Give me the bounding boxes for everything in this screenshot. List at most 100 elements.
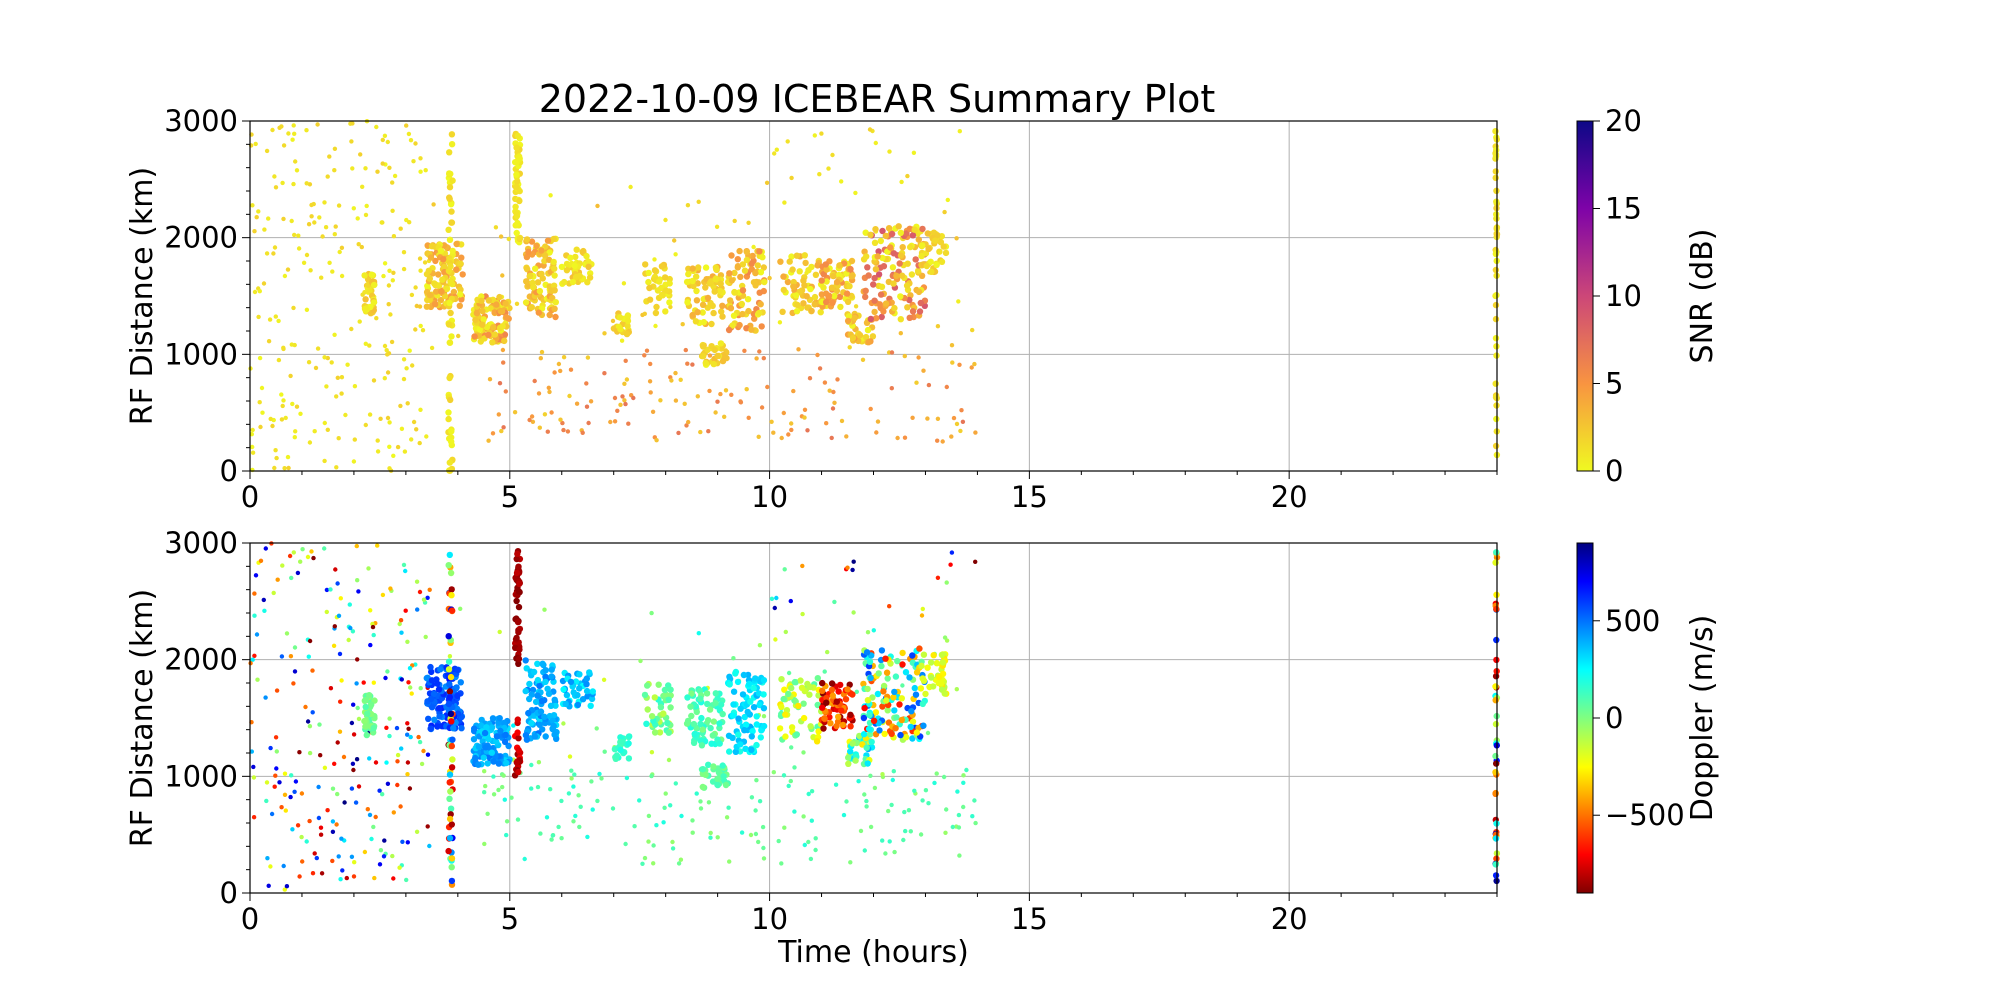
data-point xyxy=(315,122,320,127)
data-point xyxy=(570,689,577,696)
data-point xyxy=(446,374,453,382)
data-point xyxy=(823,298,830,306)
data-point xyxy=(307,638,313,644)
data-point xyxy=(684,694,691,701)
data-point xyxy=(748,260,755,267)
data-point xyxy=(526,680,533,688)
data-point xyxy=(615,408,620,413)
data-point xyxy=(547,702,555,709)
data-point xyxy=(800,563,805,569)
data-point xyxy=(901,837,906,843)
data-point xyxy=(387,420,392,425)
data-point xyxy=(949,343,955,348)
data-point xyxy=(298,411,303,416)
data-point xyxy=(573,813,578,819)
data-point xyxy=(911,150,917,155)
data-point xyxy=(1492,673,1500,680)
data-point xyxy=(916,355,921,360)
data-point xyxy=(293,429,298,434)
data-point xyxy=(948,562,953,567)
data-point xyxy=(610,318,616,324)
data-point xyxy=(500,273,505,278)
data-point xyxy=(387,466,392,471)
data-point xyxy=(781,773,787,778)
data-point xyxy=(642,353,647,358)
data-point xyxy=(1492,174,1499,182)
data-point xyxy=(699,343,707,350)
data-point xyxy=(699,301,707,308)
data-point xyxy=(274,688,280,693)
data-point xyxy=(800,700,807,707)
colorbar-tick-label: 0 xyxy=(1605,454,1623,488)
data-point xyxy=(425,824,430,829)
data-point xyxy=(513,171,520,178)
data-point xyxy=(266,216,271,221)
data-point xyxy=(585,263,592,270)
data-point xyxy=(450,725,457,732)
data-point xyxy=(759,254,766,261)
data-point xyxy=(732,218,737,224)
data-point xyxy=(339,375,345,380)
data-point xyxy=(446,815,454,823)
colorbar-tick-label: 5 xyxy=(1605,367,1623,401)
data-point xyxy=(324,609,329,615)
data-point xyxy=(785,139,790,144)
data-point xyxy=(485,297,492,304)
data-point xyxy=(351,702,356,707)
data-point xyxy=(330,786,336,791)
data-point xyxy=(844,298,852,305)
data-point xyxy=(620,394,625,399)
data-point xyxy=(285,267,291,272)
data-point xyxy=(913,669,921,676)
data-point xyxy=(432,257,439,265)
data-point xyxy=(908,271,916,278)
data-point xyxy=(337,249,342,255)
data-point xyxy=(782,200,787,205)
data-point xyxy=(385,669,390,674)
data-point xyxy=(899,661,906,668)
data-point xyxy=(322,546,327,551)
data-point xyxy=(714,224,720,229)
data-point xyxy=(849,691,856,698)
data-point xyxy=(446,459,453,466)
data-point xyxy=(959,408,964,413)
data-point xyxy=(856,331,864,339)
data-point xyxy=(361,680,366,685)
data-point xyxy=(817,172,822,177)
data-point xyxy=(734,256,741,263)
data-point xyxy=(702,264,710,271)
data-point xyxy=(371,680,376,685)
data-point xyxy=(944,384,949,390)
data-point xyxy=(861,248,868,255)
data-point xyxy=(926,801,931,806)
data-point xyxy=(583,687,591,695)
data-point xyxy=(902,435,908,440)
data-point xyxy=(536,721,543,728)
data-point xyxy=(446,149,453,156)
data-point xyxy=(903,230,910,237)
data-point xyxy=(498,234,504,239)
data-point xyxy=(497,629,502,635)
data-point xyxy=(390,180,395,185)
data-point xyxy=(811,293,819,301)
data-point xyxy=(330,858,335,864)
data-point xyxy=(446,688,454,695)
data-point xyxy=(744,387,749,392)
data-point xyxy=(594,726,599,731)
data-point xyxy=(537,425,542,430)
data-point xyxy=(807,285,814,293)
data-point xyxy=(341,754,347,760)
data-point xyxy=(405,772,410,777)
data-point xyxy=(400,839,405,844)
data-point xyxy=(535,784,541,790)
data-point xyxy=(644,706,651,713)
data-point xyxy=(515,746,522,754)
data-point xyxy=(719,302,726,309)
data-point xyxy=(384,348,389,353)
data-point xyxy=(848,860,853,865)
data-point xyxy=(571,819,576,824)
data-point xyxy=(363,341,368,346)
data-point xyxy=(644,348,650,353)
data-point xyxy=(270,127,275,133)
